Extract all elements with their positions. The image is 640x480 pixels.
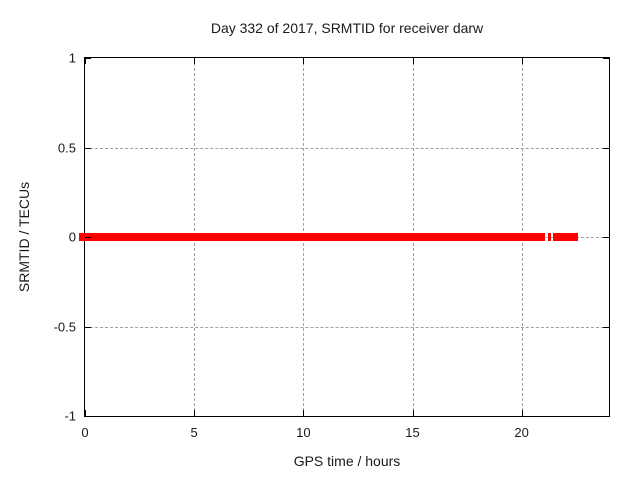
x-tick-label: 15 [405,425,420,440]
y-tick-label: -0.5 [53,319,76,334]
x-tick-bottom [412,410,414,416]
x-tick-top [194,58,196,64]
y-gridline [85,326,609,328]
y-tick-left [85,326,91,328]
y-gridline [85,147,609,149]
y-axis-label-text: SRMTID / TECUs [16,181,32,293]
y-tick-label: 0 [68,229,76,245]
y-tick-right [603,58,609,59]
y-tick-left [85,147,91,149]
chart-title: Day 332 of 2017, SRMTID for receiver dar… [210,20,484,36]
data-series-segment [79,233,545,241]
y-tick-left [85,237,91,238]
tick-layer [85,58,609,417]
x-tick-label: 10 [296,425,311,440]
y-tick-label: 0.5 [57,140,76,155]
plot-area: 0 5 10 15 20 -1 -0.5 0 0.5 1 [54,52,610,440]
y-tick-right [603,416,609,417]
y-tick-label: 1 [68,50,76,66]
y-tick-right [603,237,609,238]
y-tick-label: -1 [64,408,76,424]
x-tick-bottom [521,410,523,416]
data-series-layer [79,58,609,416]
y-tick-left [85,58,91,59]
x-tick-top [303,58,305,64]
x-tick-label: 5 [190,425,198,440]
y-tick-right [603,147,609,149]
x-axis-label: GPS time / hours [293,453,401,469]
x-tick-label: 20 [514,425,529,440]
y-tick-left [85,416,91,417]
x-tick-label: 0 [81,425,89,440]
data-series-segment [553,233,579,241]
x-tick-bottom [303,410,305,416]
x-tick-top [521,58,523,64]
x-tick-bottom [194,410,196,416]
y-tick-right [603,326,609,328]
tick-label-layer: 0 5 10 15 20 -1 -0.5 0 0.5 1 [54,52,609,440]
x-tick-bottom [85,410,86,416]
x-tick-top [85,58,86,64]
x-tick-top [412,58,414,64]
data-series-segment [547,233,552,241]
